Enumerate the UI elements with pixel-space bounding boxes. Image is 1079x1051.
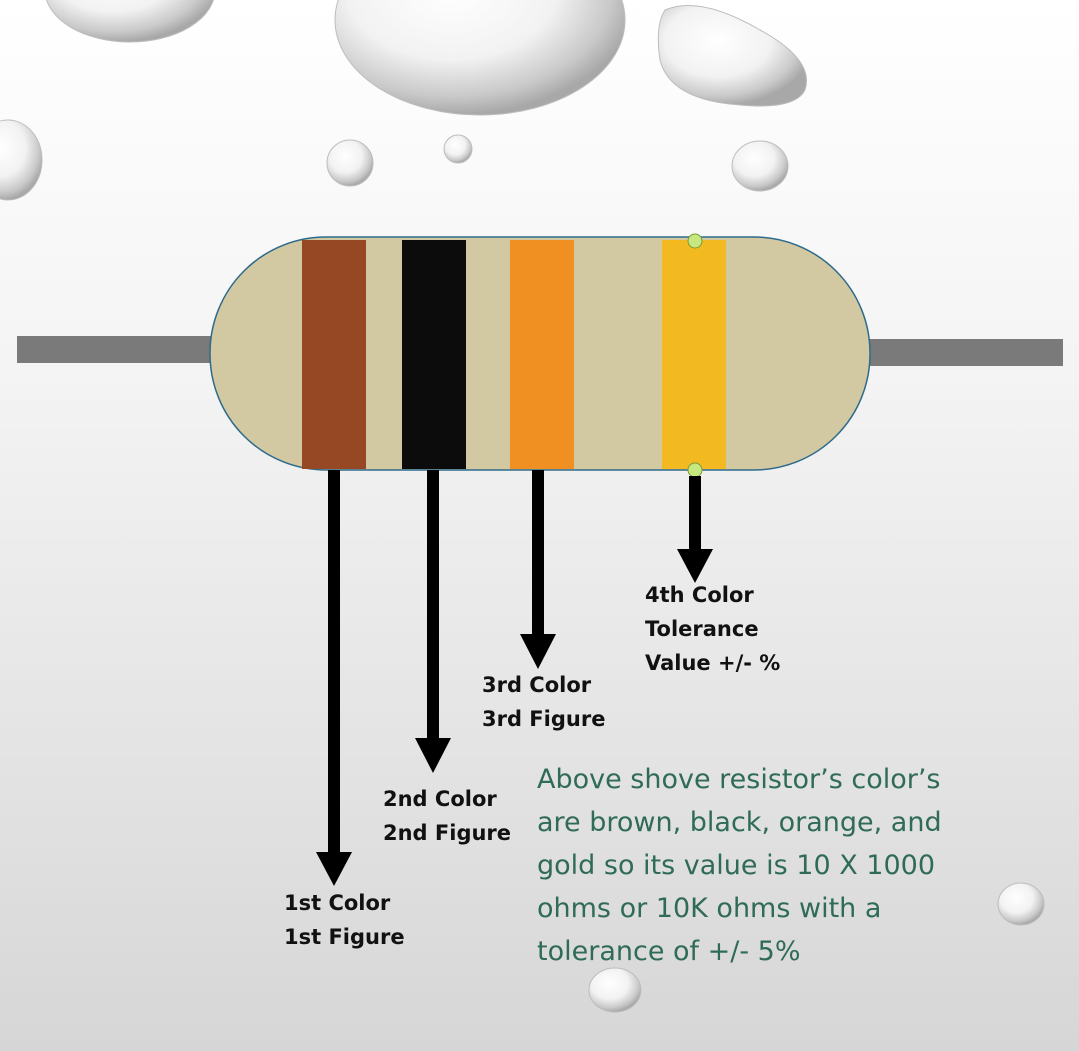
label-line: 2nd Color: [383, 787, 497, 811]
water-drop: [46, 0, 214, 43]
arrow-fourth-band: [677, 476, 713, 583]
label-second-band: 2nd Color 2nd Figure: [383, 782, 511, 850]
label-line: 4th Color: [645, 583, 754, 607]
resistor-lead-right: [862, 339, 1063, 366]
label-line: 3rd Color: [482, 673, 592, 697]
resistor-lead-left: [17, 336, 217, 363]
summary-line: gold so its value is 10 X 1000: [537, 850, 935, 881]
arrow-third-band: [520, 470, 556, 669]
label-fourth-band: 4th Color Tolerance Value +/- %: [645, 578, 780, 680]
water-drop: [0, 119, 43, 201]
band-orange: [510, 240, 574, 469]
label-third-band: 3rd Color 3rd Figure: [482, 668, 605, 736]
label-line: Value +/- %: [645, 651, 781, 675]
water-drops-decoration: [0, 0, 1045, 1013]
water-drop: [588, 967, 642, 1013]
arrow-second-band: [415, 470, 451, 773]
water-drop: [731, 140, 789, 192]
label-line: Tolerance: [645, 617, 759, 641]
summary-line: are brown, black, orange, and: [537, 807, 942, 838]
summary-line: Above shove resistor’s color’s: [537, 764, 941, 795]
band-brown: [302, 240, 366, 469]
water-drop: [657, 5, 807, 107]
summary-text: Above shove resistor’s color’s are brown…: [537, 758, 1007, 973]
water-drop: [443, 134, 473, 164]
label-line: 1st Color: [284, 891, 391, 915]
arrow-first-band: [316, 470, 352, 886]
selection-handle-top[interactable]: [687, 233, 703, 249]
label-line: 2nd Figure: [383, 821, 512, 845]
band-black: [402, 240, 466, 469]
band-gold: [662, 240, 726, 469]
label-first-band: 1st Color 1st Figure: [284, 886, 405, 954]
water-drop: [997, 882, 1045, 926]
selection-handle-bottom[interactable]: [687, 462, 703, 478]
summary-line: tolerance of +/- 5%: [537, 936, 801, 967]
water-drop: [326, 139, 374, 187]
label-line: 3rd Figure: [482, 707, 606, 731]
label-line: 1st Figure: [284, 925, 405, 949]
summary-line: ohms or 10K ohms with a: [537, 893, 882, 924]
water-drop: [334, 0, 626, 116]
